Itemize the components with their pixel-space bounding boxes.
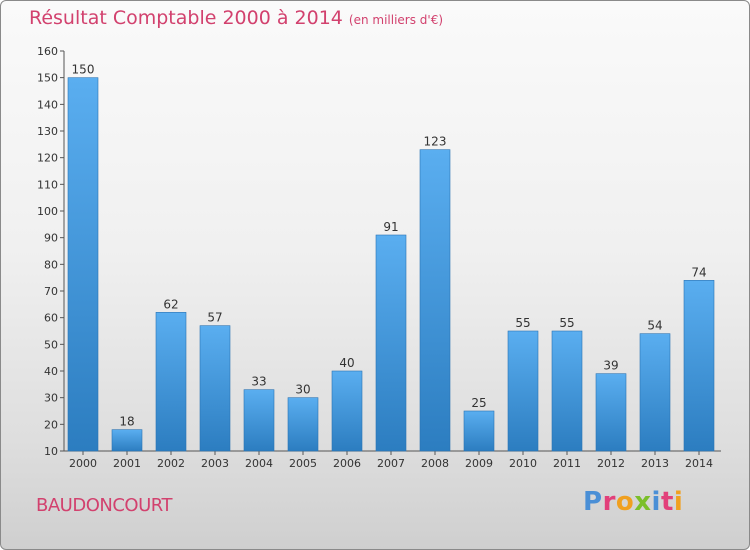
bar-2000 [67,77,99,452]
y-tick-label: 40 [44,365,58,378]
logo-letter: o [615,487,635,517]
chart-title: Résultat Comptable 2000 à 2014 (en millie… [29,7,443,29]
bar-value-label: 54 [647,319,662,333]
y-tick-label: 60 [44,312,58,325]
bar-2003 [199,325,231,452]
bar-2010 [507,330,539,452]
bar-2004 [243,389,275,452]
bar-value-label: 150 [72,63,95,77]
bar-2005 [287,397,319,452]
bar-value-label: 30 [295,383,310,397]
bar-value-label: 55 [559,316,574,330]
y-tick-label: 20 [44,418,58,431]
bar-2002 [155,312,187,452]
logo-letter: i [651,487,661,517]
y-tick-label: 150 [37,72,58,85]
x-tick-label: 2000 [69,457,97,470]
y-tick-label: 130 [37,125,58,138]
y-tick-label: 70 [44,285,58,298]
bar-value-label: 91 [383,220,398,234]
y-tick-label: 90 [44,232,58,245]
y-tick-label: 100 [37,205,58,218]
x-tick-label: 2012 [597,457,625,470]
bar-value-label: 40 [339,356,354,370]
logo-letter: i [673,487,684,517]
y-tick-label: 30 [44,392,58,405]
bar-value-label: 62 [163,297,178,311]
bar-layer: 150 18 62 57 33 30 40 91 123 25 55 55 39 54 74 [67,63,715,452]
x-tick-label: 2010 [509,457,537,470]
x-tick-label: 2008 [421,457,449,470]
y-tick-label: 140 [37,98,58,111]
y-tick-label: 50 [44,338,58,351]
bar-2009 [463,410,495,452]
y-tick-label: 160 [37,45,58,58]
y-tick-label: 110 [37,178,58,191]
x-tick-label: 2003 [201,457,229,470]
y-tick-label: 10 [44,445,58,458]
bar-value-label: 74 [691,265,706,279]
bar-value-label: 57 [207,311,222,325]
bar-2014 [683,280,715,452]
y-tick-label: 120 [37,152,58,165]
x-tick-label: 2009 [465,457,493,470]
bar-2008 [419,149,451,452]
x-tick-label: 2005 [289,457,317,470]
bar-value-label: 55 [515,316,530,330]
x-tick-label: 2013 [641,457,669,470]
x-tick-label: 2006 [333,457,361,470]
proxiti-logo[interactable]: Proxiti [583,487,683,517]
bar-value-label: 39 [603,359,618,373]
bar-value-label: 25 [471,396,486,410]
x-tick-label: 2007 [377,457,405,470]
x-tick-label: 2011 [553,457,581,470]
x-tick-label: 2001 [113,457,141,470]
logo-letter: x [634,487,652,517]
bar-value-label: 123 [424,135,447,149]
logo-letter: P [583,487,603,517]
x-tick-label: 2002 [157,457,185,470]
logo-letter: t [660,487,674,517]
logo-letter: r [602,487,616,517]
bar-value-label: 18 [119,415,134,429]
bar-2007 [375,234,407,452]
bar-2011 [551,330,583,452]
x-tick-label: 2004 [245,457,273,470]
chart-title-text: Résultat Comptable 2000 à 2014 [29,7,343,29]
bar-2012 [595,373,627,452]
chart-subtitle: (en milliers d'€) [348,13,444,27]
x-tick-label: 2014 [685,457,713,470]
y-tick-label: 80 [44,258,58,271]
bar-value-label: 33 [251,375,266,389]
bar-2001 [111,429,143,452]
city-name: BAUDONCOURT [36,495,172,516]
bar-2006 [331,370,363,452]
bar-2013 [639,333,671,452]
